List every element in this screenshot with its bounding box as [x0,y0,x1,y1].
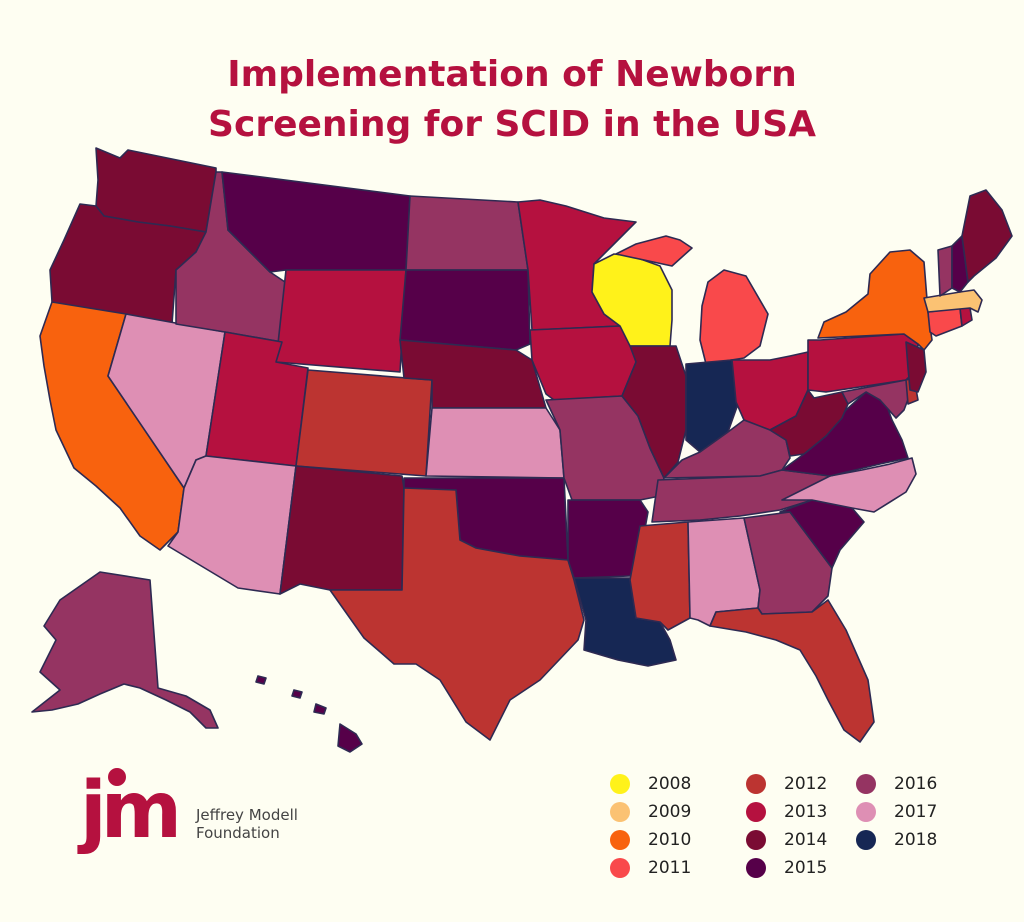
page-title: Implementation of Newborn Screening for … [0,50,1024,150]
state-oregon[interactable] [49,203,207,325]
state-new-york[interactable] [817,249,933,351]
state-north-dakota[interactable] [405,195,529,271]
legend-item-2016: 2016 [856,772,937,796]
state-maine[interactable] [961,189,1013,283]
legend-swatch [746,774,766,794]
legend-swatch [610,774,630,794]
legend-label: 2018 [894,830,938,850]
legend-swatch [856,774,876,794]
legend-label: 2016 [894,774,938,794]
legend-label: 2014 [784,830,828,850]
state-south-dakota[interactable] [399,269,531,351]
legend-swatch [746,858,766,878]
state-new-jersey[interactable] [905,341,927,393]
legend-label: 2015 [784,858,828,878]
legend-swatch [856,802,876,822]
legend-label: 2010 [648,830,692,850]
legend-item-2017: 2017 [856,800,937,824]
legend-item-2008: 2008 [610,772,691,796]
legend-label: 2017 [894,802,938,822]
state-mississippi[interactable] [629,521,691,631]
state-alaska[interactable] [31,571,219,729]
legend-label: 2011 [648,858,692,878]
legend-swatch [610,802,630,822]
legend-swatch [610,858,630,878]
state-tennessee[interactable] [651,469,831,523]
legend-label: 2009 [648,802,692,822]
state-vermont[interactable] [937,245,953,297]
state-new-hampshire[interactable] [951,235,969,293]
title-line-1: Implementation of Newborn [227,54,797,95]
legend-label: 2008 [648,774,692,794]
legend-label: 2012 [784,774,828,794]
state-massachusetts[interactable] [923,289,983,313]
logo-dot [108,768,126,786]
legend-swatch [856,830,876,850]
legend-item-2009: 2009 [610,800,691,824]
state-iowa[interactable] [529,325,637,401]
legend: 2008 2009 2010 2011 2012 2013 2014 2015 2016 2017… [610,772,990,892]
state-north-carolina[interactable] [781,457,917,513]
state-michigan[interactable] [615,235,769,365]
logo-mark: jm [80,766,182,856]
state-west-virginia[interactable] [769,389,849,457]
state-texas[interactable] [329,487,585,741]
legend-item-2011: 2011 [610,856,691,880]
title-line-2: Screening for SCID in the USA [208,104,816,145]
states-layer [31,147,1013,753]
state-colorado[interactable] [295,369,433,477]
jeffrey-modell-foundation-logo: jm Jeffrey Modell Foundation [80,766,340,866]
legend-swatch [746,830,766,850]
legend-item-2018: 2018 [856,828,937,852]
logo-name-line-2: Foundation [196,824,280,842]
legend-item-2013: 2013 [746,800,827,824]
state-florida[interactable] [709,599,875,743]
state-hawaii[interactable] [255,675,363,753]
logo-name: Jeffrey Modell Foundation [196,806,298,842]
legend-item-2015: 2015 [746,856,827,880]
state-rhode-island[interactable] [959,307,973,327]
legend-item-2014: 2014 [746,828,827,852]
state-new-mexico[interactable] [279,465,405,595]
legend-swatch [746,802,766,822]
legend-item-2010: 2010 [610,828,691,852]
state-wyoming[interactable] [275,269,407,373]
legend-swatch [610,830,630,850]
logo-name-line-1: Jeffrey Modell [196,806,298,824]
legend-label: 2013 [784,802,828,822]
legend-item-2012: 2012 [746,772,827,796]
state-kansas[interactable] [425,407,565,479]
